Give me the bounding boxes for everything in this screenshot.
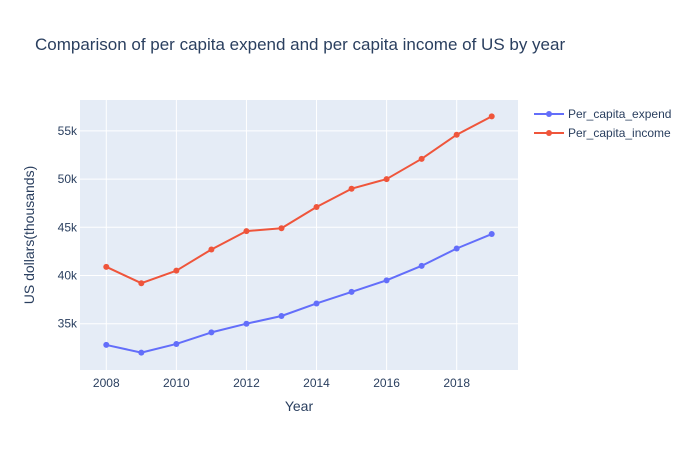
data-point[interactable] (313, 300, 320, 307)
x-axis-title: Year (285, 398, 314, 414)
data-point[interactable] (278, 313, 285, 319)
plot-area (80, 100, 518, 370)
legend-marker (546, 111, 552, 117)
x-tick-label: 2018 (443, 376, 470, 390)
data-point[interactable] (138, 349, 145, 356)
data-point[interactable] (418, 262, 425, 269)
x-tick-label: 2016 (373, 376, 400, 390)
data-point[interactable] (278, 225, 285, 232)
data-point[interactable] (348, 288, 355, 295)
legend[interactable]: Per_capita_expend Per_capita_income (534, 107, 671, 140)
data-point[interactable] (383, 277, 390, 284)
y-axis-title: US dollars(thousands) (21, 166, 37, 305)
data-point[interactable] (313, 204, 320, 211)
x-tick-label: 2014 (303, 376, 330, 390)
y-axis-ticks: 35k 40k 45k 50k 55k (58, 124, 78, 331)
data-point[interactable] (488, 231, 495, 238)
data-point[interactable] (243, 228, 250, 235)
legend-item[interactable]: Per_capita_expend (534, 107, 671, 121)
x-tick-label: 2012 (233, 376, 260, 390)
data-point[interactable] (383, 176, 390, 183)
grid-lines (80, 100, 518, 370)
data-point[interactable] (418, 155, 425, 162)
data-point[interactable] (453, 131, 460, 138)
legend-item[interactable]: Per_capita_income (534, 126, 671, 140)
x-tick-label: 2010 (163, 376, 190, 390)
data-point[interactable] (208, 329, 215, 336)
data-point[interactable] (173, 340, 180, 347)
data-point[interactable] (488, 113, 495, 120)
y-tick-label: 40k (58, 269, 78, 283)
x-tick-label: 2008 (93, 376, 120, 390)
legend-label: Per_capita_income (568, 126, 671, 140)
y-tick-label: 45k (58, 220, 78, 234)
data-point[interactable] (103, 263, 110, 270)
y-tick-label: 35k (58, 317, 78, 331)
data-point[interactable] (103, 341, 110, 348)
y-tick-label: 55k (58, 124, 78, 138)
series-layer (103, 113, 495, 356)
chart-title: Comparison of per capita expend and per … (35, 35, 565, 54)
data-point[interactable] (173, 267, 180, 274)
data-point[interactable] (348, 185, 355, 192)
series-line (106, 233, 493, 354)
y-tick-label: 50k (58, 172, 78, 186)
series-line (105, 115, 493, 285)
data-point[interactable] (138, 280, 145, 287)
series-per-capita-income (103, 113, 495, 287)
data-point[interactable] (243, 320, 250, 327)
series-per-capita-expend (103, 231, 495, 356)
data-point[interactable] (453, 245, 460, 252)
legend-marker (546, 130, 552, 136)
x-axis-ticks: 2008 2010 2012 2014 2016 2018 (93, 376, 470, 390)
data-point[interactable] (208, 246, 215, 253)
legend-label: Per_capita_expend (568, 107, 671, 121)
